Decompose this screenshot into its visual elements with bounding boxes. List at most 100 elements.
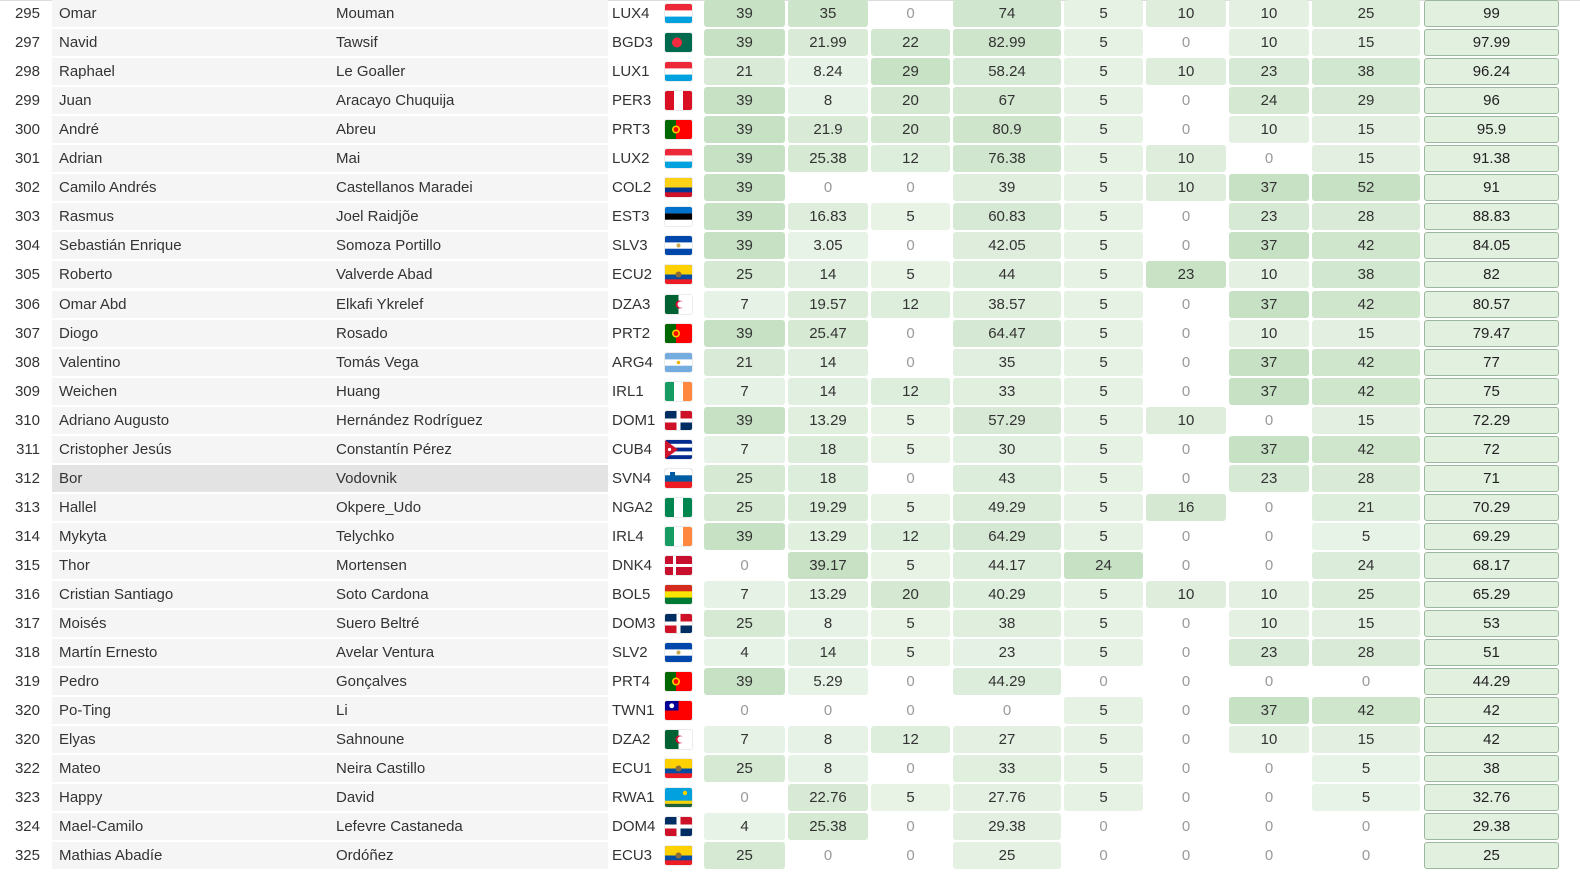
last-name-cell[interactable]: Valverde Abad bbox=[329, 261, 608, 289]
first-name-cell[interactable]: Raphael bbox=[52, 58, 331, 86]
first-name-cell[interactable]: Diogo bbox=[52, 319, 331, 347]
score-subtotal-cell: 23 bbox=[953, 639, 1061, 667]
table-row[interactable]: 298 Raphael Le Goaller LUX1 21 8.24 29 58.24 5 10… bbox=[0, 57, 1580, 86]
first-name-cell[interactable]: Weichen bbox=[52, 377, 331, 405]
score-7-cell: 10 bbox=[1229, 261, 1309, 289]
table-row[interactable]: 304 Sebastián Enrique Somoza Portillo SLV3 3… bbox=[0, 231, 1580, 260]
table-row[interactable]: 306 Omar Abd Elkafi Ykrelef DZA3 7 19.57 12 38.… bbox=[0, 290, 1580, 319]
table-row[interactable]: 319 Pedro Gonçalves PRT4 39 5.29 0 44.29 0 0 0 0 44.… bbox=[0, 667, 1580, 696]
last-name-cell[interactable]: Neira Castillo bbox=[329, 755, 608, 783]
first-name-cell[interactable]: Omar bbox=[52, 0, 331, 27]
team-code-cell: ECU3 bbox=[612, 847, 653, 865]
table-row[interactable]: 325 Mathias Abadíe Ordóñez ECU3 25 0 0 25 0 0 0 0 25 bbox=[0, 841, 1580, 870]
first-name-cell[interactable]: Moisés bbox=[52, 610, 331, 638]
table-row[interactable]: 299 Juan Aracayo Chuquija PER3 39 8 20 67 5 0 24 29… bbox=[0, 86, 1580, 115]
first-name-cell[interactable]: Pedro bbox=[52, 668, 331, 696]
first-name-cell[interactable]: Thor bbox=[52, 551, 331, 579]
last-name-cell[interactable]: Okpere_Udo bbox=[329, 493, 608, 521]
first-name-cell[interactable]: Happy bbox=[52, 784, 331, 812]
table-row[interactable]: 323 Happy David RWA1 0 22.76 5 27.76 5 0 0 5 32.76 bbox=[0, 783, 1580, 812]
first-name-cell[interactable]: Adriano Augusto bbox=[52, 406, 331, 434]
first-name-cell[interactable]: Cristian Santiago bbox=[52, 581, 331, 608]
last-name-cell[interactable]: Mouman bbox=[329, 0, 608, 27]
last-name-cell[interactable]: Tomás Vega bbox=[329, 348, 608, 376]
first-name-cell[interactable]: Rasmus bbox=[52, 203, 331, 231]
last-name-cell[interactable]: Huang bbox=[329, 377, 608, 405]
total-score-cell: 95.9 bbox=[1424, 116, 1559, 144]
last-name-cell[interactable]: Ordóñez bbox=[329, 842, 608, 870]
table-row[interactable]: 312 Bor Vodovnik SVN4 25 18 0 43 5 0 23 28 71 bbox=[0, 464, 1580, 493]
first-name-cell[interactable]: Mateo bbox=[52, 755, 331, 783]
last-name-cell[interactable]: Li bbox=[329, 697, 608, 725]
last-name-cell[interactable]: Tawsif bbox=[329, 29, 608, 57]
table-row[interactable]: 313 Hallel Okpere_Udo NGA2 25 19.29 5 49.29 5 16 0… bbox=[0, 493, 1580, 522]
last-name-cell[interactable]: Somoza Portillo bbox=[329, 232, 608, 260]
last-name-cell[interactable]: Telychko bbox=[329, 522, 608, 550]
table-row[interactable]: 320 Elyas Sahnoune DZA2 7 8 12 27 5 0 10 15 42 bbox=[0, 725, 1580, 754]
score-7-cell: 37 bbox=[1229, 377, 1309, 405]
first-name-cell[interactable]: Mael-Camilo bbox=[52, 813, 331, 841]
first-name-cell[interactable]: Po-Ting bbox=[52, 697, 331, 725]
first-name-cell[interactable]: Camilo Andrés bbox=[52, 174, 331, 202]
first-name-cell[interactable]: Juan bbox=[52, 87, 331, 115]
table-row[interactable]: 311 Cristopher Jesús Constantín Pérez CUB4 7… bbox=[0, 435, 1580, 464]
last-name-cell[interactable]: Mai bbox=[329, 145, 608, 173]
last-name-cell[interactable]: Gonçalves bbox=[329, 668, 608, 696]
table-row[interactable]: 302 Camilo Andrés Castellanos Maradei COL2 3… bbox=[0, 173, 1580, 202]
first-name-cell[interactable]: Bor bbox=[52, 464, 331, 492]
table-row[interactable]: 297 Navid Tawsif BGD3 39 21.99 22 82.99 5 0 10 15 97… bbox=[0, 28, 1580, 57]
table-row[interactable]: 305 Roberto Valverde Abad ECU2 25 14 5 44 5 23 10 3… bbox=[0, 260, 1580, 289]
last-name-cell[interactable]: Castellanos Maradei bbox=[329, 174, 608, 202]
table-row[interactable]: 317 Moisés Suero Beltré DOM3 25 8 5 38 5 0 10 15 53 bbox=[0, 609, 1580, 638]
first-name-cell[interactable]: Valentino bbox=[52, 348, 331, 376]
score-2-cell: 14 bbox=[788, 639, 868, 667]
first-name-cell[interactable]: Mykyta bbox=[52, 522, 331, 550]
last-name-cell[interactable]: Suero Beltré bbox=[329, 610, 608, 638]
table-row[interactable]: 315 Thor Mortensen DNK4 0 39.17 5 44.17 24 0 0 24 68… bbox=[0, 551, 1580, 580]
last-name-cell[interactable]: David bbox=[329, 784, 608, 812]
last-name-cell[interactable]: Avelar Ventura bbox=[329, 639, 608, 667]
first-name-cell[interactable]: Navid bbox=[52, 29, 331, 57]
last-name-cell[interactable]: Mortensen bbox=[329, 551, 608, 579]
last-name-cell[interactable]: Aracayo Chuquija bbox=[329, 87, 608, 115]
slovenia-flag-icon bbox=[665, 468, 692, 488]
table-row[interactable]: 320 Po-Ting Li TWN1 0 0 0 0 5 0 37 42 42 bbox=[0, 696, 1580, 725]
last-name-cell[interactable]: Abreu bbox=[329, 116, 608, 144]
table-row[interactable]: 316 Cristian Santiago Soto Cardona BOL5 7 13.… bbox=[0, 580, 1580, 609]
first-name-cell[interactable]: Roberto bbox=[52, 261, 331, 289]
first-name-cell[interactable]: Mathias Abadíe bbox=[52, 842, 331, 870]
first-name-cell[interactable]: Cristopher Jesús bbox=[52, 435, 331, 463]
last-name-cell[interactable]: Le Goaller bbox=[329, 58, 608, 86]
first-name-cell[interactable]: Adrian bbox=[52, 145, 331, 173]
first-name-cell[interactable]: André bbox=[52, 116, 331, 144]
score-6-cell: 0 bbox=[1181, 440, 1191, 458]
table-row[interactable]: 300 André Abreu PRT3 39 21.9 20 80.9 5 0 10 15 95.9 bbox=[0, 115, 1580, 144]
ecuador-flag-icon bbox=[665, 846, 692, 866]
table-row[interactable]: 308 Valentino Tomás Vega ARG4 21 14 0 35 5 0 37 42 7… bbox=[0, 348, 1580, 377]
first-name-cell[interactable]: Omar Abd bbox=[52, 290, 331, 318]
last-name-cell[interactable]: Sahnoune bbox=[329, 726, 608, 754]
first-name-cell[interactable]: Sebastián Enrique bbox=[52, 232, 331, 260]
rank-cell: 315 bbox=[14, 556, 40, 574]
table-row[interactable]: 295 Omar Mouman LUX4 39 35 0 74 5 10 10 25 99 bbox=[0, 0, 1580, 28]
table-row[interactable]: 322 Mateo Neira Castillo ECU1 25 8 0 33 5 0 0 5 38 bbox=[0, 754, 1580, 783]
last-name-cell[interactable]: Joel Raidjõe bbox=[329, 203, 608, 231]
last-name-cell[interactable]: Elkafi Ykrelef bbox=[329, 290, 608, 318]
last-name-cell[interactable]: Hernández Rodríguez bbox=[329, 406, 608, 434]
table-row[interactable]: 310 Adriano Augusto Hernández Rodríguez DOM… bbox=[0, 406, 1580, 435]
first-name-cell[interactable]: Hallel bbox=[52, 493, 331, 521]
table-row[interactable]: 309 Weichen Huang IRL1 7 14 12 33 5 0 37 42 75 bbox=[0, 377, 1580, 406]
last-name-cell[interactable]: Rosado bbox=[329, 319, 608, 347]
table-row[interactable]: 318 Martín Ernesto Avelar Ventura SLV2 4 14 5 2… bbox=[0, 638, 1580, 667]
last-name-cell[interactable]: Lefevre Castaneda bbox=[329, 813, 608, 841]
table-row[interactable]: 314 Mykyta Telychko IRL4 39 13.29 12 64.29 5 0 0 5 6… bbox=[0, 522, 1580, 551]
table-row[interactable]: 301 Adrian Mai LUX2 39 25.38 12 76.38 5 10 0 15 91.3… bbox=[0, 144, 1580, 173]
last-name-cell[interactable]: Vodovnik bbox=[329, 464, 608, 492]
last-name-cell[interactable]: Constantín Pérez bbox=[329, 435, 608, 463]
last-name-cell[interactable]: Soto Cardona bbox=[329, 581, 608, 608]
table-row[interactable]: 324 Mael-Camilo Lefevre Castaneda DOM4 4 25.3… bbox=[0, 812, 1580, 841]
first-name-cell[interactable]: Martín Ernesto bbox=[52, 639, 331, 667]
table-row[interactable]: 307 Diogo Rosado PRT2 39 25.47 0 64.47 5 0 10 15 79.… bbox=[0, 319, 1580, 348]
first-name-cell[interactable]: Elyas bbox=[52, 726, 331, 754]
table-row[interactable]: 303 Rasmus Joel Raidjõe EST3 39 16.83 5 60.83 5 0… bbox=[0, 202, 1580, 231]
